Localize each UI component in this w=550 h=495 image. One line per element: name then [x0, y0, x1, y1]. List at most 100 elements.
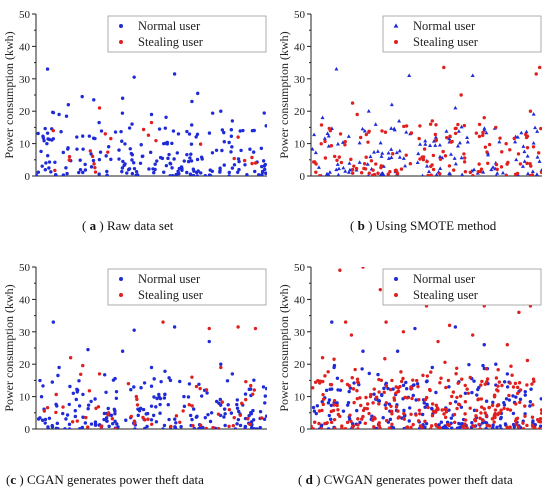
normal-user-point — [208, 419, 213, 424]
stealing-user-point — [438, 381, 442, 385]
normal-user-point — [347, 161, 352, 165]
normal-user-point — [533, 423, 537, 427]
normal-user-point — [513, 139, 518, 144]
stealing-user-point — [521, 427, 526, 429]
normal-user-point — [449, 426, 454, 429]
normal-user-point — [511, 422, 516, 427]
stealing-user-point — [99, 427, 103, 429]
normal-user-point — [45, 67, 50, 71]
normal-user-point — [403, 163, 408, 168]
stealing-user-point — [314, 162, 318, 166]
stealing-user-point — [530, 382, 534, 386]
stealing-user-point — [90, 154, 95, 159]
stealing-user-point — [328, 128, 333, 133]
stealing-user-point — [494, 162, 499, 167]
normal-user-point — [423, 405, 427, 409]
normal-user-point — [404, 387, 409, 391]
stealing-user-point — [364, 132, 369, 137]
stealing-user-point — [374, 162, 378, 166]
stealing-user-point — [474, 414, 478, 418]
stealing-user-point — [399, 167, 404, 171]
stealing-user-point — [355, 112, 359, 117]
normal-user-point — [491, 400, 495, 405]
axes: 0 10 20 30 40 50 — [19, 262, 267, 436]
stealing-user-point — [93, 165, 97, 170]
normal-user-point — [172, 72, 177, 76]
stealing-user-point — [508, 148, 512, 152]
normal-user-point — [392, 126, 397, 131]
normal-user-point — [222, 140, 226, 144]
normal-user-point — [141, 407, 146, 412]
normal-user-point — [227, 140, 231, 145]
stealing-user-point — [216, 412, 221, 416]
stealing-user-point — [430, 119, 434, 123]
normal-user-point — [389, 147, 394, 151]
stealing-user-point — [146, 417, 150, 421]
normal-user-point — [104, 416, 109, 420]
normal-user-point — [520, 164, 525, 168]
normal-user-point — [263, 162, 267, 167]
stealing-user-point — [402, 124, 406, 129]
normal-user-point — [185, 129, 189, 134]
stealing-user-point — [497, 380, 502, 384]
normal-user-point — [187, 382, 192, 386]
stealing-user-point — [420, 155, 424, 159]
normal-user-point — [132, 385, 136, 389]
normal-user-point — [167, 152, 171, 157]
stealing-user-point — [349, 419, 353, 424]
normal-user-point — [73, 409, 77, 413]
stealing-user-point — [423, 419, 427, 424]
legend-stealing-label: Stealing user — [138, 288, 204, 302]
stealing-user-point — [468, 375, 472, 380]
legend-stealing-label: Stealing user — [413, 35, 479, 49]
stealing-user-point — [365, 406, 370, 411]
stealing-user-point — [338, 268, 342, 272]
normal-user-point — [239, 148, 243, 153]
normal-user-point — [534, 172, 539, 176]
normal-user-point — [243, 392, 248, 396]
stealing-user-point — [428, 427, 433, 429]
stealing-user-point — [351, 387, 356, 391]
stealing-user-point — [416, 384, 420, 389]
normal-user-point — [378, 140, 383, 145]
normal-user-point — [386, 386, 390, 391]
stealing-user-point — [460, 377, 464, 381]
stealing-user-point — [343, 427, 348, 429]
stealing-user-point — [178, 420, 182, 424]
normal-user-point — [397, 155, 402, 159]
normal-user-point — [481, 170, 486, 174]
normal-user-point — [80, 425, 85, 429]
normal-user-point — [179, 165, 184, 169]
normal-user-point — [230, 372, 235, 376]
normal-user-point — [421, 173, 424, 176]
stealing-user-point — [442, 412, 446, 416]
stealing-user-point — [485, 423, 489, 428]
normal-user-point — [465, 135, 470, 139]
stealing-user-point — [537, 427, 542, 429]
stealing-user-point — [352, 164, 356, 168]
normal-user-point — [161, 427, 165, 429]
normal-user-point — [120, 139, 124, 143]
stealing-user-point — [350, 425, 355, 429]
normal-user-point — [457, 421, 461, 426]
normal-user-point — [188, 413, 193, 418]
chart-panel-d: 0 10 20 30 40 50 Power consumption (kwh) Normal… — [275, 253, 550, 453]
normal-user-point — [245, 172, 249, 176]
stealing-user-point — [365, 402, 370, 406]
normal-user-point — [335, 376, 340, 380]
stealing-user-point — [496, 367, 500, 372]
stealing-user-point — [94, 406, 98, 410]
normal-user-point — [182, 404, 187, 409]
stealing-user-point — [396, 386, 401, 390]
stealing-user-point — [356, 380, 360, 384]
normal-user-point — [61, 411, 65, 416]
chart-panel-b: 0 10 20 30 40 50 Power consumption (kwh) Normal… — [275, 0, 550, 200]
stealing-user-point — [463, 399, 468, 404]
stealing-user-point — [468, 170, 473, 175]
normal-user-point — [253, 169, 257, 174]
stealing-user-point — [416, 419, 421, 423]
stealing-user-point — [514, 402, 518, 406]
normal-user-point — [230, 166, 235, 170]
stealing-user-point — [538, 420, 542, 424]
normal-user-point — [325, 131, 330, 135]
